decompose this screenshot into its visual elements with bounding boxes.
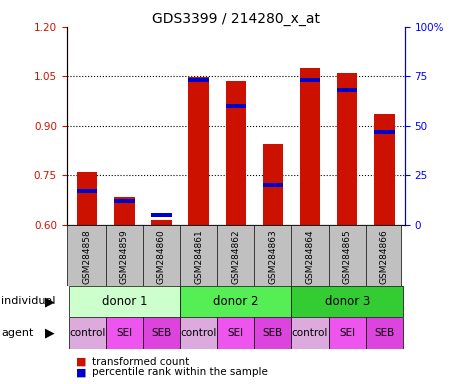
Bar bbox=[114, 199, 134, 203]
Text: SEB: SEB bbox=[374, 328, 394, 338]
Text: SEB: SEB bbox=[262, 328, 282, 338]
Bar bbox=[365, 317, 402, 349]
Bar bbox=[188, 77, 208, 225]
Text: GSM284865: GSM284865 bbox=[342, 230, 351, 284]
Bar bbox=[179, 286, 291, 317]
Text: GSM284860: GSM284860 bbox=[157, 230, 166, 284]
Text: control: control bbox=[69, 328, 105, 338]
Bar bbox=[262, 183, 282, 187]
Text: control: control bbox=[291, 328, 328, 338]
Text: SEB: SEB bbox=[151, 328, 171, 338]
Text: ▶: ▶ bbox=[45, 327, 54, 340]
Bar bbox=[336, 88, 357, 92]
Bar bbox=[217, 317, 254, 349]
Bar bbox=[291, 286, 402, 317]
Text: SEI: SEI bbox=[116, 328, 132, 338]
Bar bbox=[225, 81, 246, 225]
Text: GSM284863: GSM284863 bbox=[268, 230, 277, 284]
Bar bbox=[68, 317, 106, 349]
Bar bbox=[262, 144, 282, 225]
Text: donor 2: donor 2 bbox=[213, 295, 258, 308]
Bar bbox=[143, 317, 179, 349]
Text: ■: ■ bbox=[76, 357, 86, 367]
Bar bbox=[336, 73, 357, 225]
Text: ■: ■ bbox=[76, 367, 86, 377]
Bar bbox=[299, 78, 319, 83]
Text: agent: agent bbox=[1, 328, 33, 338]
Bar bbox=[151, 213, 171, 217]
Bar bbox=[373, 114, 394, 225]
Text: donor 3: donor 3 bbox=[324, 295, 369, 308]
Text: donor 1: donor 1 bbox=[101, 295, 147, 308]
Text: GSM284862: GSM284862 bbox=[231, 230, 240, 284]
Text: SEI: SEI bbox=[338, 328, 354, 338]
Bar bbox=[328, 317, 365, 349]
Text: GSM284864: GSM284864 bbox=[305, 230, 314, 284]
Bar bbox=[68, 286, 179, 317]
Bar bbox=[106, 317, 143, 349]
Bar bbox=[299, 68, 319, 225]
Text: GSM284858: GSM284858 bbox=[83, 230, 91, 284]
Bar bbox=[151, 220, 171, 225]
Text: control: control bbox=[180, 328, 216, 338]
Text: GSM284866: GSM284866 bbox=[379, 230, 388, 284]
Text: SEI: SEI bbox=[227, 328, 243, 338]
Bar bbox=[77, 172, 97, 225]
Bar bbox=[77, 189, 97, 193]
Bar bbox=[291, 317, 328, 349]
Bar bbox=[254, 317, 291, 349]
Text: transformed count: transformed count bbox=[92, 357, 189, 367]
Text: GSM284861: GSM284861 bbox=[194, 230, 203, 284]
Text: ▶: ▶ bbox=[45, 295, 54, 308]
Bar bbox=[225, 104, 246, 108]
Bar bbox=[188, 78, 208, 83]
Bar bbox=[114, 197, 134, 225]
Bar bbox=[179, 317, 217, 349]
Text: GSM284859: GSM284859 bbox=[119, 230, 129, 284]
Text: percentile rank within the sample: percentile rank within the sample bbox=[92, 367, 267, 377]
Bar bbox=[373, 129, 394, 134]
Title: GDS3399 / 214280_x_at: GDS3399 / 214280_x_at bbox=[151, 12, 319, 26]
Text: individual: individual bbox=[1, 296, 55, 306]
